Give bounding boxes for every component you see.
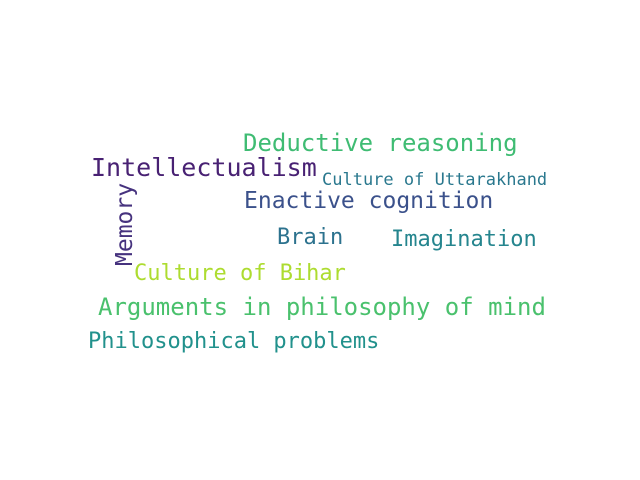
word-intellectualism: Intellectualism — [91, 153, 317, 182]
word-culture-of-bihar: Culture of Bihar — [134, 261, 346, 286]
word-enactive-cognition: Enactive cognition — [244, 188, 494, 214]
word-deductive-reasoning: Deductive reasoning — [243, 129, 518, 157]
word-philosophical-problems: Philosophical problems — [88, 329, 380, 354]
word-memory: Memory — [112, 182, 138, 266]
word-imagination: Imagination — [391, 227, 537, 252]
word-brain: Brain — [277, 225, 344, 250]
word-arguments-in-philosophy-of-mind: Arguments in philosophy of mind — [98, 293, 546, 321]
word-culture-of-uttarakhand: Culture of Uttarakhand — [322, 170, 548, 190]
